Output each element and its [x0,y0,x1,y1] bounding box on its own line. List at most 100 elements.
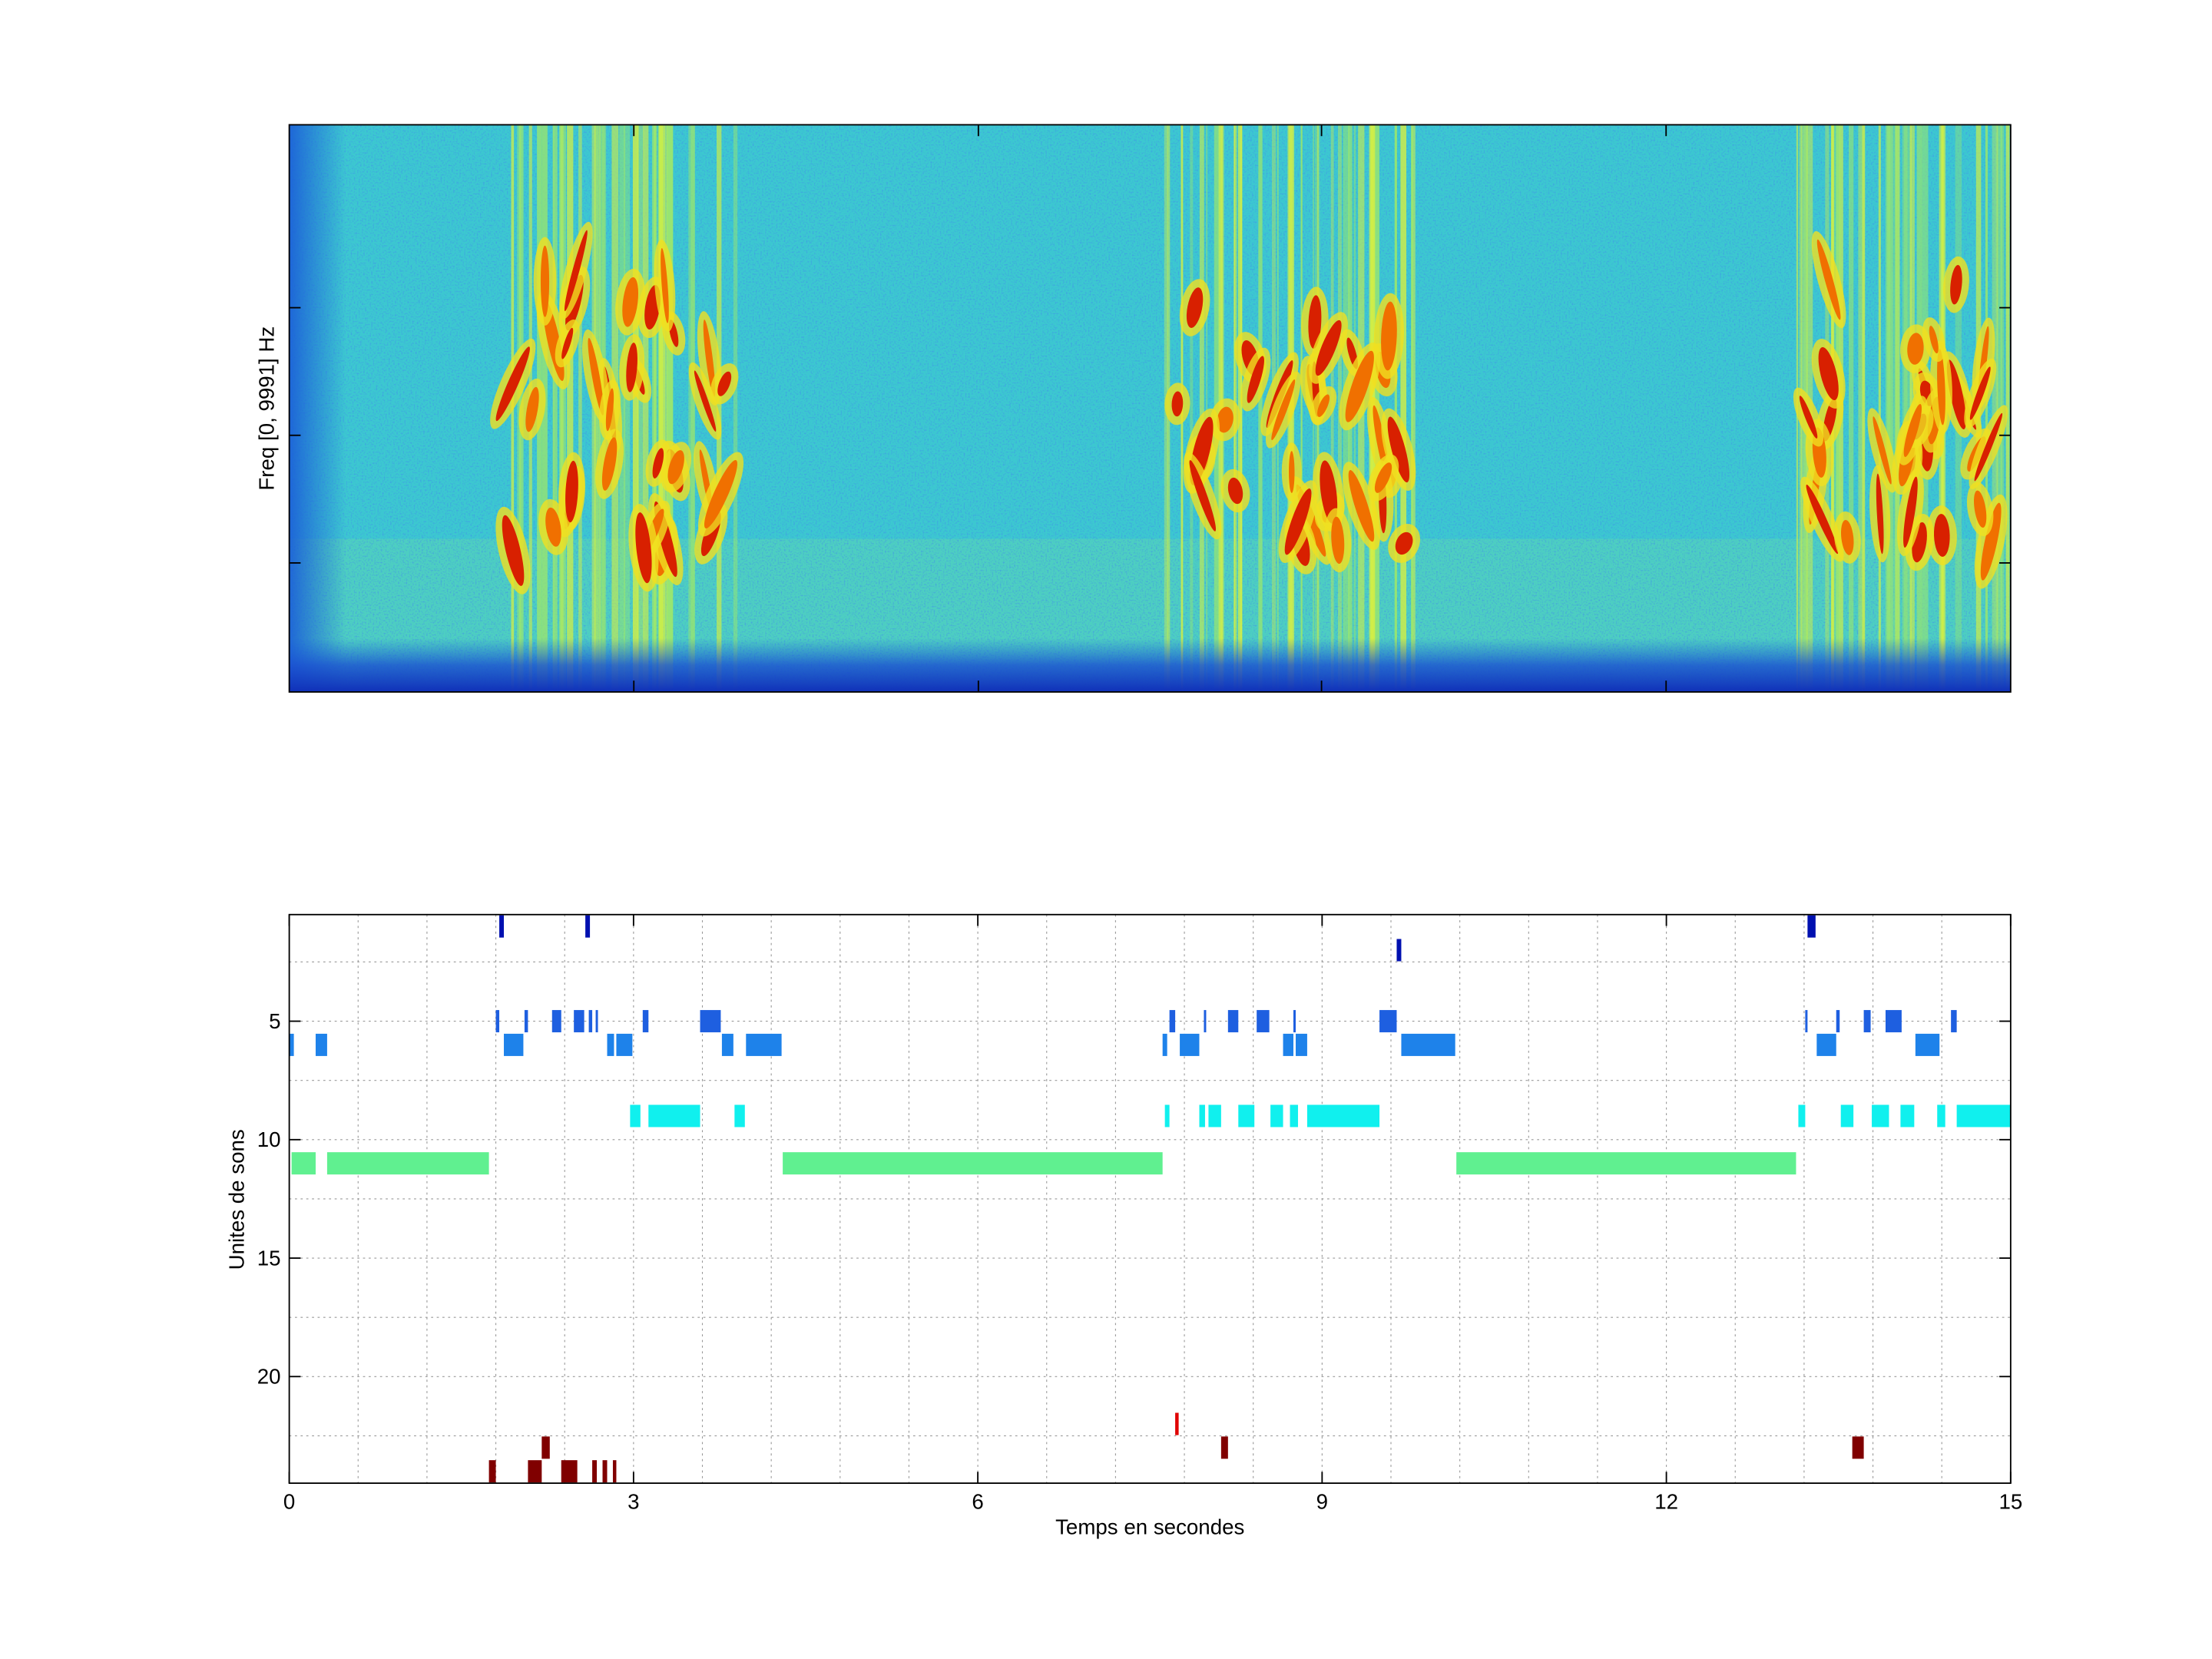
blob [704,459,738,528]
stripe [1886,124,1891,692]
stripe [1411,124,1416,692]
segment [541,1436,550,1459]
axes-box [288,124,2012,693]
blob [1806,484,1839,555]
segment [783,1152,1163,1175]
segment [612,1460,617,1483]
segment [291,1152,316,1175]
left-fade [289,124,346,692]
y-axis-label: Freq [0, 9991] Hz [254,326,278,491]
stripe [1862,124,1866,692]
blob [1345,350,1374,422]
stripe [690,124,695,692]
segment [1199,1104,1205,1128]
blob [1840,519,1854,555]
segment [1401,1033,1455,1056]
segment [1204,1010,1207,1033]
segment [616,1033,633,1056]
blob [1973,490,1987,528]
segment [1379,1010,1397,1033]
segment [1290,1104,1298,1128]
stripe [651,124,656,692]
blob [1969,366,1991,420]
segment [1852,1436,1864,1459]
blob [717,371,732,396]
segment [574,1010,584,1033]
blob [605,388,614,432]
stripe [1300,124,1303,692]
segment [1872,1104,1889,1128]
segment [289,1033,294,1056]
stripe [1190,124,1194,692]
blob [1288,451,1295,493]
blob [622,276,639,327]
blob [1933,514,1950,557]
stripe [1411,124,1413,692]
stripe [632,124,638,692]
segment [1257,1010,1270,1033]
blob [1227,477,1243,505]
stripe [578,124,582,692]
segment [630,1104,641,1128]
spectrogram [289,124,2011,692]
segment [1270,1104,1283,1128]
segment [1900,1104,1915,1128]
stripe [552,124,558,692]
segment [1208,1104,1221,1128]
blob [1907,333,1924,365]
plot-area [289,914,2011,1484]
blob [495,346,530,422]
x-tick-label: 3 [628,1489,639,1513]
stripe [1896,124,1899,692]
y-axis-label: Unites de sons [225,1129,249,1270]
blob [561,327,574,359]
blob [1876,473,1884,555]
blob [540,245,550,317]
x-tick-label: 15 [1998,1489,2022,1513]
noise [289,124,2011,692]
blob [1247,356,1264,403]
segment [1175,1412,1179,1435]
blob [1903,476,1918,548]
blob [635,512,652,584]
blob [1816,239,1841,320]
y-tick-label: 10 [257,1128,281,1151]
blob [588,337,604,416]
blob [694,370,717,432]
blob [1929,326,1939,354]
blob [1271,379,1296,441]
segment [326,1152,489,1175]
blob [1903,404,1922,457]
blob [545,507,561,547]
segment [1238,1104,1255,1128]
blob [703,320,716,397]
blob [525,386,539,432]
stripe [1903,124,1910,692]
stripe [643,124,649,692]
segment [700,1010,721,1033]
stripe [688,124,691,692]
segment [1805,1010,1808,1033]
segment [1836,1010,1840,1033]
blob [1348,470,1375,542]
segment [721,1033,733,1056]
segment [1937,1104,1945,1128]
x-axis-label: Temps en secondes [1055,1515,1244,1539]
segment [1227,1010,1239,1033]
segment [1295,1033,1307,1056]
blob [565,460,578,523]
stripe [619,124,626,692]
segment [1951,1010,1957,1033]
stripe [1394,124,1397,692]
blob [1980,502,2002,581]
x-tick-label: 9 [1316,1489,1328,1513]
segment [1164,1104,1170,1128]
y-tick-label: 20 [257,1365,281,1389]
stripe [1858,124,1865,692]
segment [648,1104,700,1128]
segment [588,1010,593,1033]
segment [607,1033,614,1056]
segment [551,1010,561,1033]
